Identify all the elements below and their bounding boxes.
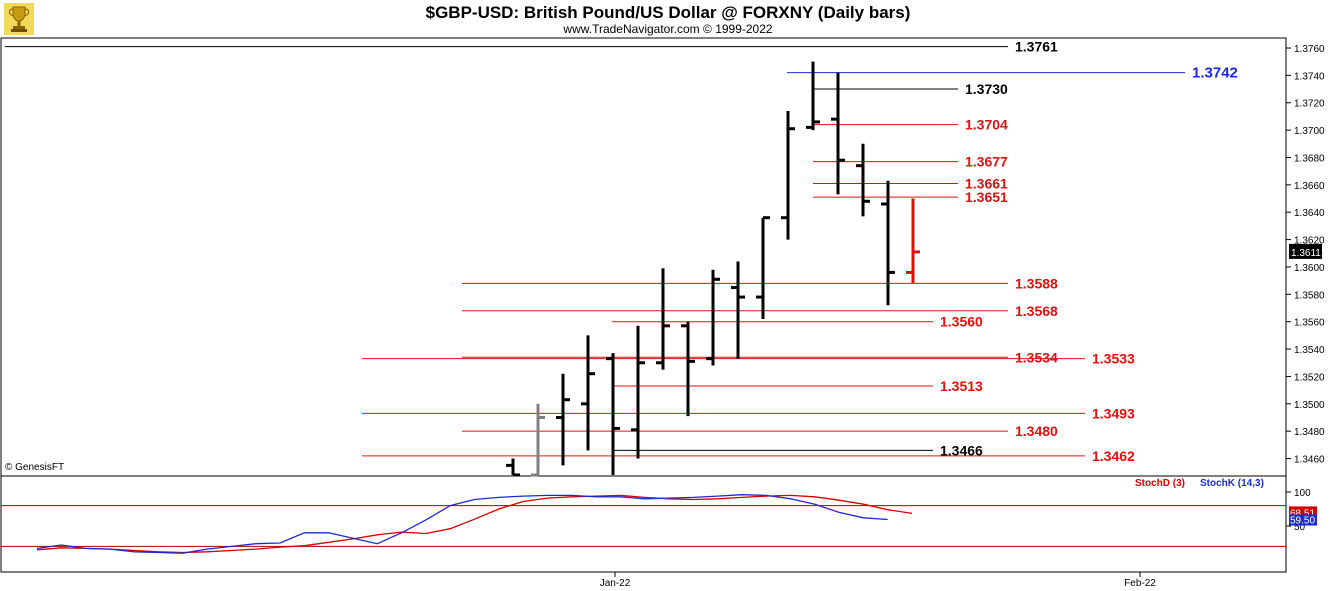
ohlc-bar <box>631 325 645 459</box>
level-label-1.3761: 1.3761 <box>1015 39 1058 55</box>
y-tick-label: 1.3460 <box>1294 455 1325 466</box>
y-tick-label: 1.3700 <box>1294 126 1325 137</box>
plot-border <box>0 37 1287 573</box>
level-label-1.3534: 1.3534 <box>1015 349 1058 365</box>
y-tick-label: 1.3540 <box>1294 345 1325 356</box>
ohlc-bar <box>781 110 795 240</box>
price-axis: 1.3760 1.3740 1.3720 1.3700 1.3680 1.3660 1.36… <box>1286 44 1325 466</box>
level-label-1.3533: 1.3533 <box>1092 351 1135 367</box>
ohlc-bar <box>756 216 770 319</box>
ohlc-bar <box>506 458 520 477</box>
stoch-k-value-box <box>1289 514 1317 526</box>
y-tick-label: 1.3760 <box>1294 44 1325 55</box>
ohlc-bars <box>506 61 920 477</box>
chart-frame <box>0 37 1287 573</box>
trophy-logo-icon <box>4 3 34 35</box>
level-label-1.3661: 1.3661 <box>965 175 1008 191</box>
ohlc-bar <box>881 180 895 306</box>
y-tick-label: 1.3720 <box>1294 99 1325 110</box>
chart-header: $GBP-USD: British Pound/US Dollar @ FORX… <box>0 0 1336 38</box>
level-label-1.3462: 1.3462 <box>1092 448 1135 464</box>
level-label-1.3513: 1.3513 <box>940 378 983 394</box>
ohlc-bar <box>556 373 570 466</box>
y-tick-label: 1.3620 <box>1294 236 1325 247</box>
ohlc-bar <box>856 143 870 217</box>
ohlc-bar <box>706 269 720 366</box>
current-price-label: 1.3611 <box>1291 248 1321 259</box>
y-tick-label: 1.3680 <box>1294 153 1325 164</box>
y-tick-label: 1.3640 <box>1294 208 1325 219</box>
legend-stoch-d: StochD (3) <box>1135 478 1185 489</box>
stoch-tick-label: 50 <box>1294 522 1306 533</box>
y-tick-label: 1.3480 <box>1294 427 1325 438</box>
ohlc-bar <box>606 353 620 475</box>
level-label-1.3730: 1.3730 <box>965 81 1008 97</box>
y-tick-label: 1.3500 <box>1294 400 1325 411</box>
x-tick-label: Jan-22 <box>600 578 631 589</box>
level-label-1.3742: 1.3742 <box>1192 65 1238 82</box>
level-label-1.3466: 1.3466 <box>940 442 983 458</box>
chart-subtitle: www.TradeNavigator.com © 1999-2022 <box>563 22 773 36</box>
legend-stoch-k: StochK (14,3) <box>1200 478 1264 489</box>
price-levels: 1.3761 1.3742 1.3730 1.3704 1.3677 1.36611.36… <box>5 39 1238 464</box>
level-label-1.3651: 1.3651 <box>965 189 1008 205</box>
stoch-k-value: 59.50 <box>1290 516 1315 527</box>
chart-title: $GBP-USD: British Pound/US Dollar @ FORX… <box>425 3 911 22</box>
x-tick-label: Feb-22 <box>1124 578 1156 589</box>
y-tick-label: 1.3560 <box>1294 318 1325 329</box>
stoch-line-k <box>36 494 888 554</box>
stoch-tick-label: 100 <box>1294 488 1311 499</box>
y-tick-label: 1.3660 <box>1294 181 1325 192</box>
level-label-1.3480: 1.3480 <box>1015 423 1058 439</box>
level-label-1.3704: 1.3704 <box>965 117 1008 133</box>
level-label-1.3493: 1.3493 <box>1092 405 1135 421</box>
ohlc-bar <box>831 72 845 195</box>
y-tick-label: 1.3520 <box>1294 372 1325 383</box>
y-tick-label: 1.3600 <box>1294 263 1325 274</box>
watermark: © GenesisFT <box>5 462 65 473</box>
ohlc-bar <box>731 261 745 359</box>
date-axis: Jan-22 Feb-22 <box>600 572 1156 589</box>
level-label-1.3568: 1.3568 <box>1015 303 1058 319</box>
stoch-d-value: 68.51 <box>1290 508 1315 519</box>
stoch-line-d <box>36 494 913 554</box>
level-label-1.3677: 1.3677 <box>965 154 1008 170</box>
ohlc-bar <box>581 335 595 451</box>
ohlc-bar <box>656 268 670 370</box>
ohlc-bar <box>531 403 545 477</box>
current-price-box <box>1289 243 1322 259</box>
ohlc-bar <box>806 61 820 131</box>
ohlc-bar <box>906 198 920 284</box>
y-tick-label: 1.3740 <box>1294 71 1325 82</box>
y-tick-label: 1.3580 <box>1294 290 1325 301</box>
ohlc-bar <box>681 321 695 417</box>
level-label-1.3588: 1.3588 <box>1015 275 1058 291</box>
level-label-1.3560: 1.3560 <box>940 314 983 330</box>
